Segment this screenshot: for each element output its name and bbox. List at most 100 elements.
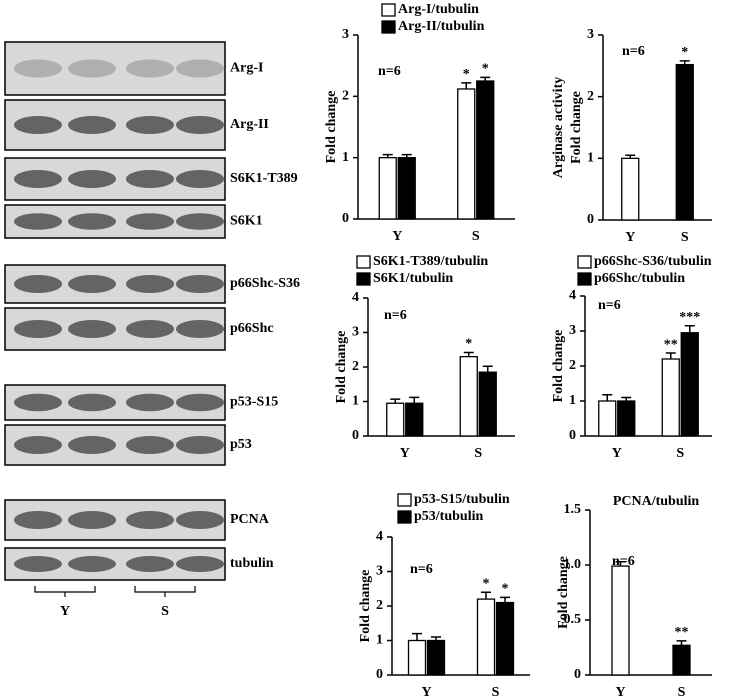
blot-band bbox=[126, 393, 174, 412]
y-tick-label: 0 bbox=[342, 211, 349, 226]
blot-band bbox=[14, 436, 62, 454]
error-bar bbox=[625, 154, 636, 159]
annotation: n=6 bbox=[598, 298, 621, 313]
bar bbox=[457, 88, 476, 220]
blot-band bbox=[68, 213, 116, 230]
blot-band bbox=[126, 116, 174, 134]
significance: ** bbox=[675, 625, 689, 640]
legend-label: Arg-I/tubulin bbox=[398, 2, 479, 17]
blot-band bbox=[126, 213, 174, 230]
legend-swatch bbox=[381, 3, 396, 17]
bar bbox=[680, 332, 699, 437]
bar bbox=[476, 598, 496, 676]
blot-band bbox=[14, 393, 62, 412]
significance: * bbox=[502, 582, 509, 597]
significance: * bbox=[482, 62, 489, 77]
legend-swatch bbox=[577, 272, 592, 286]
annotation: n=6 bbox=[622, 44, 645, 59]
legend-swatch bbox=[356, 272, 371, 286]
bar bbox=[426, 639, 446, 676]
blot-band bbox=[14, 556, 62, 572]
y-tick-label: 0.5 bbox=[564, 612, 582, 627]
x-tick-label: Y bbox=[612, 446, 622, 461]
blot-band bbox=[68, 436, 116, 454]
y-tick-label: 1 bbox=[376, 633, 383, 648]
error-bar bbox=[461, 82, 472, 89]
bar bbox=[476, 80, 495, 220]
error-bar bbox=[481, 591, 491, 600]
blot-label: p66Shc bbox=[230, 321, 274, 336]
y-tick-label: 2 bbox=[352, 359, 359, 374]
bar bbox=[459, 355, 478, 437]
error-bar bbox=[390, 398, 401, 404]
x-tick-label: S bbox=[492, 685, 500, 699]
blot-band bbox=[126, 275, 174, 293]
blot-label: S6K1-T389 bbox=[230, 171, 298, 186]
y-tick-label: 1 bbox=[342, 150, 349, 165]
y-axis-label: Fold change bbox=[358, 570, 373, 643]
significance: * bbox=[681, 45, 688, 60]
y-tick-label: 1 bbox=[569, 393, 576, 408]
blot-band bbox=[176, 511, 224, 529]
blot-band bbox=[68, 320, 116, 338]
y-tick-label: 2 bbox=[376, 598, 383, 613]
blot-band bbox=[14, 320, 62, 338]
error-bar bbox=[621, 396, 632, 401]
bar bbox=[661, 358, 680, 437]
y-tick-label: 3 bbox=[342, 27, 349, 42]
y-tick-label: 0 bbox=[569, 428, 576, 443]
bar bbox=[675, 63, 694, 221]
bar bbox=[405, 402, 424, 437]
legend-label: S6K1-T389/tubulin bbox=[373, 254, 488, 269]
error-bar bbox=[480, 76, 491, 81]
legend-swatch bbox=[381, 20, 396, 34]
error-bar bbox=[679, 60, 690, 65]
y-tick-label: 1.5 bbox=[564, 502, 582, 517]
legend-label: p66Shc/tubulin bbox=[594, 271, 685, 286]
chart-title: PCNA/tubulin bbox=[613, 494, 700, 509]
y-tick-label: 1.0 bbox=[564, 557, 582, 572]
legend-label: S6K1/tubulin bbox=[373, 271, 453, 286]
x-tick-label: S bbox=[681, 230, 689, 245]
bar bbox=[621, 157, 640, 221]
legend-swatch bbox=[397, 510, 412, 524]
y-axis-label: Fold change bbox=[334, 331, 349, 404]
error-bar bbox=[602, 393, 613, 401]
error-bar bbox=[382, 153, 393, 158]
error-bar bbox=[409, 396, 420, 404]
error-bar bbox=[684, 325, 695, 333]
x-tick-label: Y bbox=[625, 230, 635, 245]
x-tick-label: Y bbox=[615, 685, 625, 699]
blot-band bbox=[176, 556, 224, 572]
blot-band bbox=[68, 59, 116, 78]
x-tick-label: S bbox=[472, 229, 480, 244]
legend-label: p53-S15/tubulin bbox=[414, 492, 510, 507]
blot-band bbox=[68, 275, 116, 293]
blot-band bbox=[176, 275, 224, 293]
blot-label: PCNA bbox=[230, 512, 270, 527]
y-tick-label: 3 bbox=[569, 323, 576, 338]
blot-label: Arg-I bbox=[230, 61, 263, 76]
legend-label: p53/tubulin bbox=[414, 509, 483, 524]
bar bbox=[611, 565, 630, 676]
blot-band bbox=[176, 59, 224, 78]
x-tick-label: S bbox=[676, 446, 684, 461]
blot-band bbox=[68, 556, 116, 572]
y-tick-label: 2 bbox=[587, 89, 594, 104]
blot-band bbox=[14, 59, 62, 78]
significance: *** bbox=[679, 310, 700, 325]
error-bar bbox=[615, 560, 626, 567]
blot-band bbox=[126, 320, 174, 338]
x-tick-label: Y bbox=[400, 446, 410, 461]
blot-band bbox=[126, 170, 174, 188]
y-tick-label: 4 bbox=[569, 288, 576, 303]
blot-label: p66Shc-S36 bbox=[230, 276, 300, 291]
y-tick-label: 2 bbox=[569, 358, 576, 373]
bar bbox=[407, 639, 427, 676]
y-tick-label: 0 bbox=[587, 212, 594, 227]
error-bar bbox=[412, 632, 422, 641]
blot-label: S6K1 bbox=[230, 214, 263, 229]
y-tick-label: 3 bbox=[352, 325, 359, 340]
y-axis-label: Arginase activity bbox=[551, 77, 566, 178]
